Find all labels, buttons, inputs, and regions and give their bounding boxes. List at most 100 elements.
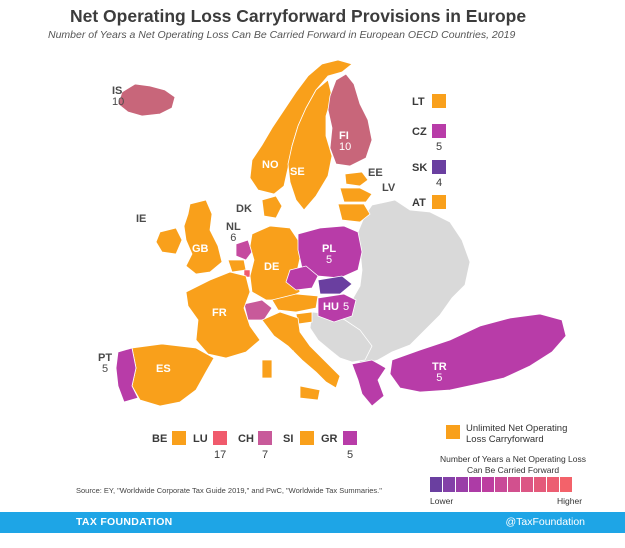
side-label-lt: LT xyxy=(412,96,425,108)
label-gb: GB xyxy=(192,244,209,255)
label-no: NO xyxy=(262,160,279,171)
label-hu-code: HU xyxy=(323,301,339,313)
country-fr xyxy=(185,271,261,359)
chart-title: Net Operating Loss Carryforward Provisio… xyxy=(70,6,527,26)
country-fi xyxy=(327,73,373,167)
label-ee: EE xyxy=(368,168,383,179)
label-se: SE xyxy=(290,167,305,178)
source-note: Source: EY, "Worldwide Corporate Tax Gui… xyxy=(76,486,382,495)
chart-subtitle: Number of Years a Net Operating Loss Can… xyxy=(48,29,516,41)
legend-scale-cell xyxy=(508,477,520,492)
label-hu: HU xyxy=(323,302,339,313)
side-swatch-at xyxy=(432,195,446,209)
label-fr-code: FR xyxy=(212,307,227,319)
legend-unlimited-label: Unlimited Net Operating Loss Carryforwar… xyxy=(466,423,568,446)
label-fi-code: FI xyxy=(339,130,349,142)
label-pl-years: 5 xyxy=(325,254,333,266)
label-is-years: 10 xyxy=(112,96,125,108)
legend-unlimited-swatch xyxy=(446,425,460,439)
label-nl-years: 6 xyxy=(230,232,237,244)
legend-scale-cell xyxy=(482,477,494,492)
legend-years-title: Number of Years a Net Operating Loss Can… xyxy=(440,454,586,475)
country-be xyxy=(227,259,247,273)
legend-scale-cell xyxy=(534,477,546,492)
legend-color-scale xyxy=(430,477,572,492)
country-pt xyxy=(115,347,139,403)
bottom-years-lu: 17 xyxy=(214,449,227,461)
label-pt-years: 5 xyxy=(101,363,109,375)
label-tr: TR 5 xyxy=(432,362,447,384)
country-lv xyxy=(339,187,373,203)
country-lt xyxy=(337,203,371,223)
side-swatch-sk xyxy=(432,160,446,174)
label-se-code: SE xyxy=(290,166,305,178)
label-nl: NL 6 xyxy=(226,222,241,244)
country-dk xyxy=(261,195,283,219)
side-label-sk: SK xyxy=(412,162,428,174)
label-gb-code: GB xyxy=(192,243,209,255)
side-swatch-cz xyxy=(432,124,446,138)
label-tr-code: TR xyxy=(432,361,447,373)
label-fi: FI 10 xyxy=(339,131,351,153)
side-swatch-lt xyxy=(432,94,446,108)
country-gr xyxy=(351,359,387,407)
label-it: IT xyxy=(284,350,294,361)
bottom-swatch-be xyxy=(172,431,186,445)
bottom-swatch-lu xyxy=(213,431,227,445)
legend-scale-low: Lower xyxy=(430,496,454,506)
bottom-swatch-gr xyxy=(343,431,357,445)
bottom-label-be: BE xyxy=(152,433,168,445)
footer-brand: TAX FOUNDATION xyxy=(76,516,173,528)
label-is-code: IS xyxy=(112,85,123,97)
legend-scale-cell xyxy=(456,477,468,492)
footer-handle: @TaxFoundation xyxy=(505,516,585,528)
label-es: ES xyxy=(156,364,171,375)
label-pl: PL 5 xyxy=(322,244,336,266)
legend-scale-cell xyxy=(560,477,572,492)
legend-scale-high: Higher xyxy=(557,496,583,506)
bottom-years-ch: 7 xyxy=(262,449,269,461)
label-dk: DK xyxy=(236,204,252,215)
country-pl xyxy=(297,225,363,279)
label-de-code: DE xyxy=(264,261,280,273)
label-tr-years: 5 xyxy=(436,372,443,384)
label-pt-code: PT xyxy=(98,352,113,364)
country-es xyxy=(131,343,215,407)
label-fi-years: 10 xyxy=(339,141,352,153)
bottom-label-gr: GR xyxy=(321,433,338,445)
label-nl-code: NL xyxy=(226,221,241,233)
country-gb xyxy=(183,199,223,275)
bottom-label-lu: LU xyxy=(193,433,208,445)
label-dk-code: DK xyxy=(236,203,252,215)
footer-bar: TAX FOUNDATION @TaxFoundation xyxy=(0,512,625,533)
label-fr: FR xyxy=(212,308,227,319)
side-years-sk: 4 xyxy=(436,177,443,189)
label-ie: IE xyxy=(136,214,146,225)
label-lv-code: LV xyxy=(382,182,396,194)
country-se xyxy=(287,79,333,211)
label-no-code: NO xyxy=(262,159,279,171)
label-hu-years: 5 xyxy=(343,301,350,313)
country-tr xyxy=(389,313,567,393)
label-pl-code: PL xyxy=(322,243,337,255)
country-hu xyxy=(317,293,357,323)
side-label-cz: CZ xyxy=(412,126,427,138)
label-ee-code: EE xyxy=(368,167,383,179)
label-es-code: ES xyxy=(156,363,171,375)
bottom-label-si: SI xyxy=(283,433,294,445)
label-ie-code: IE xyxy=(136,213,147,225)
country-sk xyxy=(317,275,353,295)
country-it xyxy=(261,311,341,401)
bottom-label-ch: CH xyxy=(238,433,254,445)
bottom-years-gr: 5 xyxy=(347,449,354,461)
country-ee xyxy=(344,171,369,187)
legend-scale-cell xyxy=(521,477,533,492)
legend-scale-cell xyxy=(443,477,455,492)
legend-scale-cell xyxy=(495,477,507,492)
country-at xyxy=(271,293,319,313)
label-hu-num: 5 xyxy=(343,302,349,313)
label-it-code: IT xyxy=(284,349,294,361)
bottom-swatch-si xyxy=(300,431,314,445)
country-is xyxy=(117,83,176,117)
